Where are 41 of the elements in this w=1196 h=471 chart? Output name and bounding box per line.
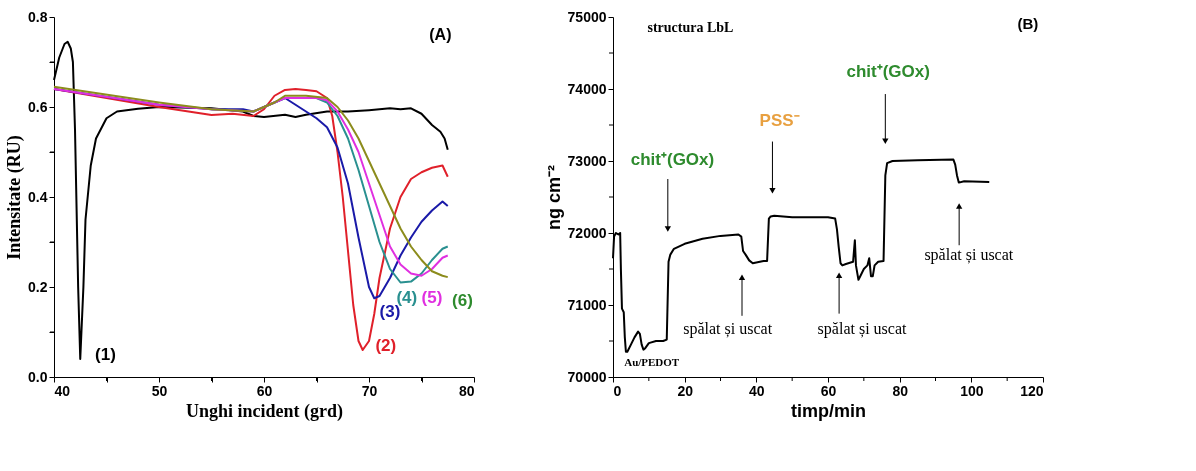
annotation: (6) <box>452 290 473 310</box>
y-tick-label: 74000 <box>567 80 607 97</box>
x-tick-label: 40 <box>54 382 71 399</box>
annotation: (1) <box>95 344 116 364</box>
y-axis-title: Intensitate (RU) <box>4 135 26 260</box>
annotation: (5) <box>421 288 443 308</box>
x-tick-label: 60 <box>820 382 837 399</box>
y-tick-label: 72000 <box>567 224 607 241</box>
x-tick-label: 80 <box>892 382 909 399</box>
y-tick-label: 0.0 <box>28 368 48 385</box>
y-axis-title: ng cm⁻² <box>543 164 564 231</box>
x-tick-label: 70 <box>361 382 378 399</box>
annotation: structura LbL <box>647 19 734 35</box>
annotation: (2) <box>375 335 397 355</box>
y-tick-label: 71000 <box>567 296 607 313</box>
y-tick-label: 70000 <box>567 368 607 385</box>
annotation: (A) <box>429 26 452 43</box>
y-tick-label: 0.4 <box>28 188 48 205</box>
annotation: PSS⁻ <box>759 111 800 131</box>
annotation: spălat și uscat <box>683 320 773 339</box>
x-axis-title: timp/min <box>791 400 866 421</box>
y-tick-label: 0.8 <box>28 8 48 25</box>
annotation: Au/PEDOT <box>624 356 680 369</box>
y-tick-label: 0.2 <box>28 278 48 295</box>
x-tick-label: 100 <box>960 382 984 399</box>
y-tick-label: 75000 <box>567 8 607 25</box>
x-tick-label: 50 <box>151 382 168 399</box>
x-tick-label: 0 <box>613 382 622 399</box>
x-tick-label: 120 <box>1020 382 1044 399</box>
x-tick-label: 60 <box>256 382 273 399</box>
annotation: chit⁺(GOx) <box>846 62 930 82</box>
x-tick-label: 80 <box>458 382 475 399</box>
y-tick-label: 73000 <box>567 152 607 169</box>
y-tick-label: 0.6 <box>28 98 48 115</box>
annotation: spălat și uscat <box>924 245 1014 264</box>
annotation: spălat și uscat <box>817 320 908 339</box>
x-tick-label: 40 <box>749 382 765 399</box>
annotation: chit⁺(GOx) <box>630 149 715 169</box>
x-axis-title: Unghi incident (grd) <box>185 400 344 422</box>
x-tick-label: 20 <box>677 382 694 399</box>
annotation: (B) <box>1017 15 1039 33</box>
